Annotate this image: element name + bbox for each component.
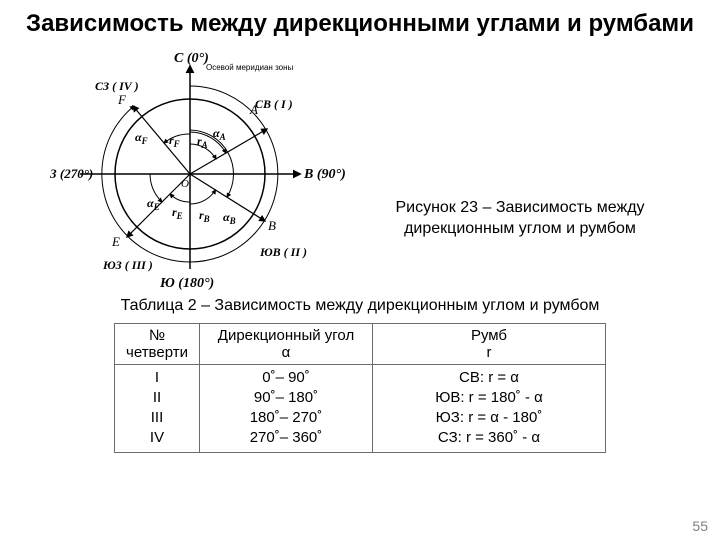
th-rumb: Румбr (373, 323, 606, 364)
table-row: I II III IV 0˚– 90˚ 90˚– 180˚ 180˚– 270˚… (115, 364, 606, 452)
th-quarter: № четверти (115, 323, 200, 364)
diagram-quad-ne: СВ ( I ) (255, 97, 293, 111)
quadrant-table: № четверти Дирекционный уголα Румбr I II… (114, 323, 606, 453)
diagram-center-label: O (181, 178, 189, 190)
diagram-axis-north: С (0°) (174, 51, 209, 66)
th-angle: Дирекционный уголα (200, 323, 373, 364)
diagram-axis-east: В (90°) (303, 167, 346, 182)
svg-text:αE: αE (147, 196, 160, 212)
diagram-ray-f: F (117, 92, 127, 107)
diagram-axis-south: Ю (180°) (159, 276, 214, 291)
table-caption: Таблица 2 – Зависимость между дирекционн… (60, 296, 660, 317)
svg-text:rB: rB (199, 208, 210, 224)
figure-caption: Рисунок 23 – Зависимость между дирекцион… (360, 98, 720, 240)
diagram-quad-nw: СЗ ( IV ) (95, 79, 139, 93)
diagram-meridian-label: Осевой меридиан зоны (206, 63, 294, 72)
svg-text:αB: αB (223, 210, 236, 226)
diagram-ray-a: A (249, 102, 258, 117)
svg-text:αF: αF (135, 130, 148, 146)
svg-text:αA: αA (213, 126, 226, 142)
svg-text:rA: rA (197, 134, 208, 150)
diagram-quad-se: ЮВ ( II ) (259, 245, 307, 259)
page-number: 55 (692, 518, 708, 534)
page-title: Зависимость между дирекционными углами и… (0, 0, 720, 44)
diagram: O С (0°) В (90°) Ю (180°) З (270°) СВ ( … (0, 44, 360, 294)
diagram-quad-sw: ЮЗ ( III ) (102, 258, 153, 272)
svg-text:rE: rE (172, 205, 183, 221)
diagram-ray-b: B (268, 218, 276, 233)
diagram-ray-e: E (111, 234, 120, 249)
diagram-axis-west: З (270°) (50, 166, 93, 181)
